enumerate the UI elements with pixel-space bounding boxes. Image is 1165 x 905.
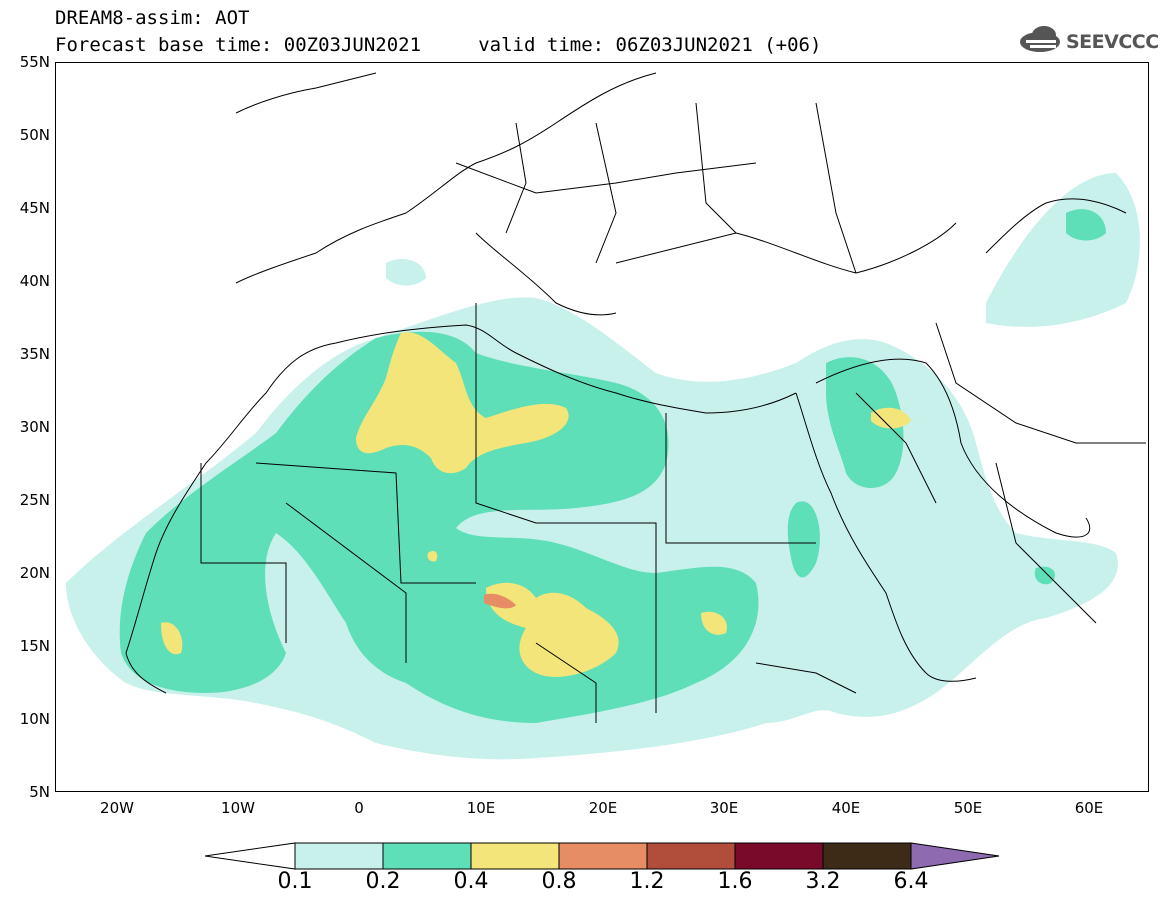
colorbar-label: 0.1	[277, 869, 313, 894]
aot-contour-0.2	[1034, 566, 1056, 585]
colorbar-bin	[558, 842, 648, 870]
coastline	[205, 324, 797, 464]
country-border	[755, 662, 857, 694]
aot-contour-0.1	[386, 258, 426, 286]
aot-contour-0.4	[871, 407, 911, 429]
coastline	[125, 462, 207, 694]
country-border	[935, 322, 1146, 444]
x-tick-label: 20W	[100, 799, 134, 817]
y-tick-label: 40N	[19, 272, 50, 290]
y-tick-label: 25N	[19, 491, 50, 509]
country-border	[855, 392, 937, 504]
colorbar-label: 6.4	[893, 869, 929, 894]
aot-map	[55, 62, 1149, 792]
x-tick-label: 50E	[953, 799, 983, 817]
colorbar-label: 3.2	[805, 869, 841, 894]
colorbar-bin	[646, 842, 736, 870]
colorbar-label: 1.6	[717, 869, 753, 894]
colorbar-label: 0.2	[365, 869, 401, 894]
coastline	[615, 222, 957, 274]
aot-contour-0.4	[701, 611, 727, 635]
map-canvas	[66, 72, 1146, 760]
seevccc-logo	[1020, 26, 1060, 52]
country-border	[595, 122, 617, 264]
colorbar-label: 0.4	[453, 869, 489, 894]
colorbar-bin	[382, 842, 472, 870]
aot-contour-0.1	[986, 173, 1140, 327]
country-border	[255, 462, 476, 584]
coastline	[985, 198, 1127, 254]
x-tick-label: 60E	[1074, 799, 1104, 817]
y-tick-label: 55N	[19, 53, 50, 71]
logo-text: SEEVCCC	[1066, 31, 1159, 53]
aot-contour-0.8	[484, 593, 516, 609]
aot-contour-0.2	[787, 501, 820, 578]
y-tick-label: 35N	[19, 345, 50, 363]
colorbar-label: 1.2	[629, 869, 665, 894]
y-tick-label: 30N	[19, 418, 50, 436]
y-tick-label: 45N	[19, 199, 50, 217]
country-border	[200, 463, 287, 643]
colorbar-upper-triangle	[910, 842, 1000, 870]
colorbar-lower-triangle	[205, 842, 296, 870]
y-tick-label: 5N	[29, 783, 50, 801]
coastline	[475, 232, 617, 316]
colorbar-bin	[470, 842, 560, 870]
country-border	[995, 462, 1097, 624]
coastline	[235, 72, 377, 114]
colorbar-bin	[822, 842, 912, 870]
x-tick-label: 0	[354, 799, 364, 817]
y-tick-label: 50N	[19, 126, 50, 144]
aot-colorbar	[205, 842, 1000, 870]
colorbar-bin	[734, 842, 824, 870]
aot-contour-0.4	[486, 582, 619, 677]
aot-contour-0.4	[161, 622, 183, 655]
coastline	[815, 358, 1091, 538]
y-tick-label: 20N	[19, 564, 50, 582]
country-border	[695, 102, 737, 234]
x-tick-label: 30E	[709, 799, 739, 817]
country-border	[665, 413, 816, 544]
x-tick-label: 20E	[588, 799, 618, 817]
y-tick-label: 10N	[19, 710, 50, 728]
forecast-time-line: Forecast base time: 00Z03JUN2021 valid t…	[55, 34, 822, 56]
x-tick-label: 10E	[466, 799, 496, 817]
coastline	[235, 72, 657, 284]
map-title: DREAM8-assim: AOT	[55, 7, 250, 29]
colorbar-bin	[294, 842, 384, 870]
country-border	[815, 102, 857, 274]
x-tick-label: 40E	[831, 799, 861, 817]
country-border	[285, 502, 407, 663]
aot-contour-0.2	[1066, 209, 1106, 241]
x-tick-label: 10W	[221, 799, 255, 817]
country-border	[535, 642, 597, 723]
y-tick-label: 15N	[19, 637, 50, 655]
coastline	[795, 392, 977, 682]
aot-contour-0.4	[356, 332, 569, 474]
country-border	[505, 122, 527, 234]
colorbar-label: 0.8	[541, 869, 577, 894]
aot-contour-0.2	[826, 357, 904, 488]
cloud-icon	[1020, 26, 1060, 52]
aot-contour-0.4	[427, 550, 438, 562]
